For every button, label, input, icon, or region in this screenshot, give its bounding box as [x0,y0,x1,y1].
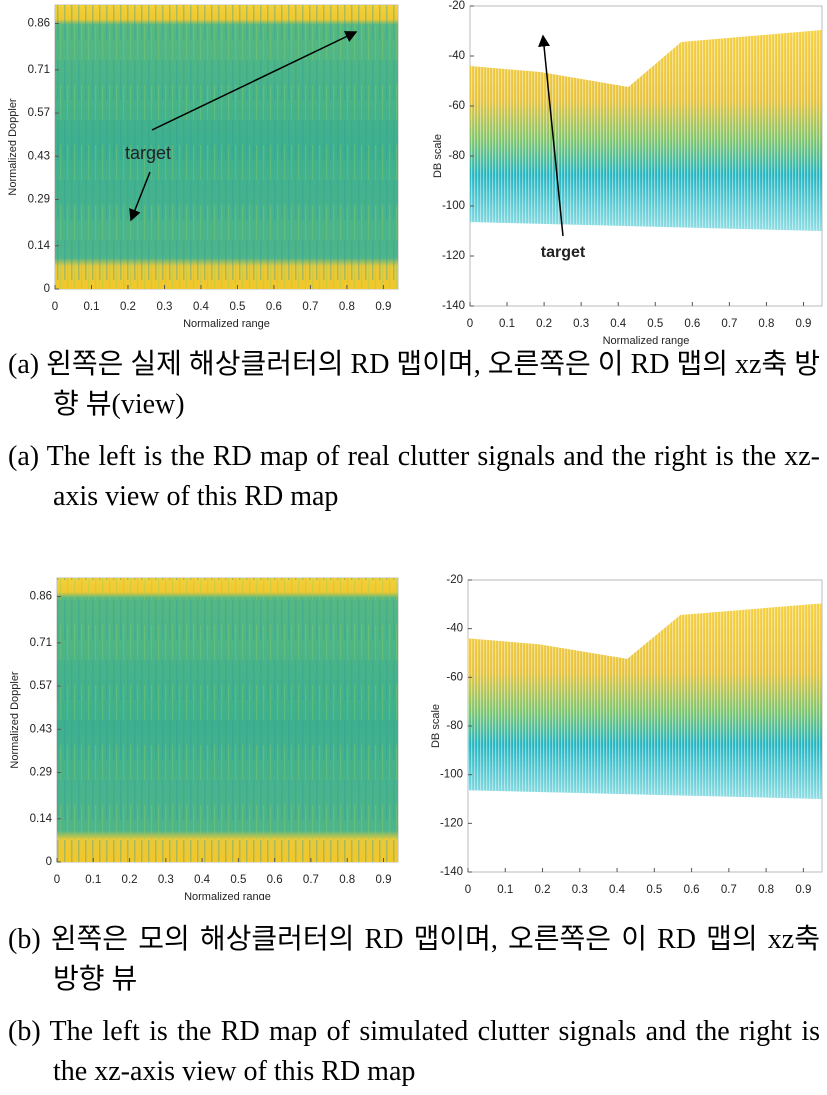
x-tick-label: 0.6 [684,318,700,330]
y-tick-label: 0.43 [28,150,50,162]
y-tick-label: 0.57 [28,107,50,119]
x-tick-label: 0.4 [610,318,627,330]
y-axis-label: Normalized Doppler [7,98,19,196]
y-tick-label: 0.43 [30,723,52,735]
x-tick-label: 0.4 [609,884,626,896]
annotation: target [125,143,171,163]
y-tick-label: -120 [442,250,465,262]
x-tick-label: 0.8 [758,884,774,896]
y-tick-label: 0.29 [30,767,52,779]
x-tick-label: 0.5 [646,884,662,896]
x-tick-label: 0.8 [758,318,774,330]
x-tick-label: 0.9 [795,884,811,896]
x-tick-label: 0.1 [499,318,515,330]
x-tick-label: 0.7 [721,884,737,896]
x-tick-label: 0.3 [158,874,174,886]
y-tick-label: -100 [440,769,463,781]
y-tick-label: -80 [448,150,465,162]
y-tick-label: -140 [442,300,465,312]
x-tick-label: 0.1 [85,874,101,886]
y-tick-label: -20 [448,0,465,12]
rd-map-streaks [57,578,398,862]
signal-lines [468,603,822,799]
x-tick-label: 0.8 [339,874,355,886]
caption-korean: (a) 왼쪽은 실제 해상클러터의 RD 맵이며, 오른쪽은 이 RD 맵의 x… [8,349,820,420]
y-tick-label: 0 [46,856,52,868]
x-tick-label: 0.3 [156,301,172,313]
x-tick-label: 0 [465,884,471,896]
y-tick-label: 0.71 [30,637,52,649]
x-tick-label: 0.4 [194,874,211,886]
y-tick-label: 0 [44,283,50,295]
x-axis-label: Normalized range [184,891,271,900]
y-tick-label: -120 [440,817,463,829]
caption-english: (b) The left is the RD map of simulated … [8,1016,820,1087]
y-tick-label: -60 [446,671,463,683]
x-tick-label: 0.1 [497,884,513,896]
caption-english: (a) The left is the RD map of real clutt… [8,441,820,512]
annotation: target [541,244,586,261]
x-tick-label: 0.3 [572,884,588,896]
y-tick-label: 0.57 [30,680,52,692]
y-tick-label: -80 [446,720,463,732]
y-tick-label: 0.29 [28,194,50,206]
x-tick-label: 0.9 [795,318,811,330]
y-tick-label: 0.14 [30,813,53,825]
x-tick-label: 0.9 [375,301,391,313]
arrow [129,171,151,222]
caption-korean: (b) 왼쪽은 모의 해상클러터의 RD 맵이며, 오른쪽은 이 RD 맵의 x… [8,924,820,995]
x-tick-label: 0 [52,301,58,313]
x-tick-label: 0.7 [721,318,737,330]
x-tick-label: 0.8 [339,301,355,313]
x-tick-label: 0 [467,318,473,330]
x-axis-label: Normalized range [183,318,270,330]
x-tick-label: 0.6 [266,301,282,313]
x-tick-label: 0.2 [535,884,551,896]
y-tick-label: 0.14 [28,240,51,252]
x-tick-label: 0.6 [267,874,283,886]
y-tick-label: 0.71 [28,64,50,76]
y-tick-label: -40 [448,50,465,62]
y-tick-label: -100 [442,200,465,212]
y-tick-label: 0.86 [28,18,50,30]
x-tick-label: 0.6 [684,884,700,896]
x-tick-label: 0.4 [193,301,210,313]
y-tick-label: -60 [448,100,465,112]
x-tick-label: 0.5 [230,874,246,886]
arrow [151,31,358,131]
x-tick-label: 0.5 [647,318,663,330]
x-tick-label: 0.2 [122,874,138,886]
x-axis-label: Normalized range [603,335,690,347]
x-tick-label: 0.7 [303,874,319,886]
x-tick-label: 0.2 [536,318,552,330]
x-tick-label: 0 [54,874,60,886]
arrow [538,34,564,237]
x-tick-label: 0.5 [229,301,245,313]
x-tick-label: 0.2 [120,301,136,313]
y-axis-label: Normalized Doppler [9,671,21,769]
y-axis-label: DB scale [430,704,442,748]
figure: 0 0.1 0.2 0.3 0.4 0.5 0.6 0.7 0.8 0.9 0 0.14 0.29 0.4… [7,0,823,900]
x-tick-label: 0.9 [375,874,391,886]
x-tick-label: 0.1 [83,301,99,313]
y-tick-label: 0.86 [30,591,52,603]
y-tick-label: -20 [446,574,463,586]
y-tick-label: -40 [446,623,463,635]
x-tick-label: 0.3 [573,318,589,330]
y-axis-label: DB scale [432,134,444,178]
y-tick-label: -140 [440,866,463,878]
rd-map-streaks [55,5,398,289]
x-tick-label: 0.7 [302,301,318,313]
